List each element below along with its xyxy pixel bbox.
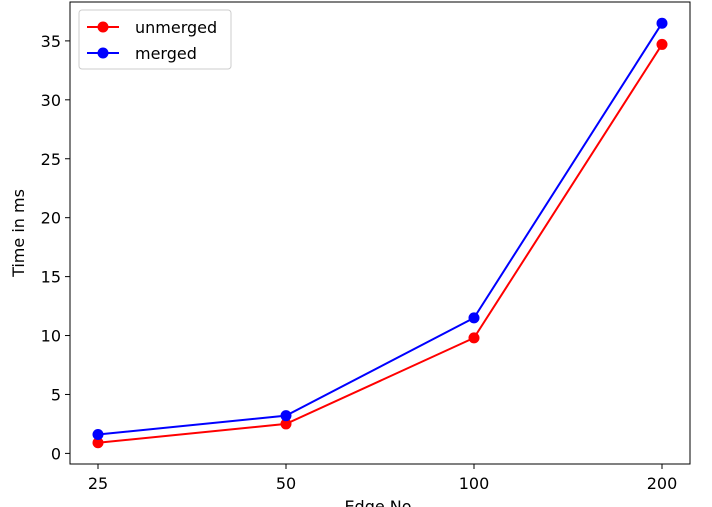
y-axis-label: Time in ms bbox=[9, 189, 28, 278]
x-tick-label: 200 bbox=[647, 474, 678, 493]
y-tick-label: 30 bbox=[41, 91, 61, 110]
data-point-unmerged bbox=[280, 418, 292, 430]
series-merged bbox=[92, 17, 668, 441]
legend-item-unmerged: unmerged bbox=[87, 18, 217, 37]
series-layer bbox=[92, 17, 668, 449]
y-tick-label: 10 bbox=[41, 327, 61, 346]
series-line-merged bbox=[97, 22, 663, 436]
data-point-merged bbox=[656, 17, 668, 29]
series-line-unmerged bbox=[97, 43, 663, 444]
x-tick-label: 25 bbox=[88, 474, 108, 493]
y-tick-label: 5 bbox=[51, 385, 61, 404]
legend-label: unmerged bbox=[135, 18, 217, 37]
y-tick-label: 25 bbox=[41, 150, 61, 169]
data-point-unmerged bbox=[92, 437, 104, 449]
legend-swatch-marker bbox=[97, 21, 109, 33]
x-axis-label: Edge No bbox=[344, 497, 411, 507]
legend: unmerged merged bbox=[78, 9, 232, 70]
x-tick-label: 100 bbox=[459, 474, 490, 493]
legend-swatch-marker bbox=[97, 47, 109, 59]
legend-label: merged bbox=[135, 44, 197, 63]
data-point-merged bbox=[468, 312, 480, 324]
y-tick-label: 15 bbox=[41, 268, 61, 287]
data-point-merged bbox=[92, 429, 104, 441]
data-point-merged bbox=[280, 410, 292, 422]
data-point-unmerged bbox=[656, 38, 668, 50]
legend-frame bbox=[78, 9, 232, 70]
y-tick-label: 0 bbox=[51, 444, 61, 463]
x-axis: 25 50 100 200 bbox=[88, 464, 677, 493]
y-tick-label: 35 bbox=[41, 32, 61, 51]
y-axis: 0 5 10 15 20 25 30 35 bbox=[41, 32, 70, 463]
y-tick-label: 20 bbox=[41, 209, 61, 228]
legend-item-merged: merged bbox=[87, 44, 197, 63]
series-unmerged bbox=[92, 38, 668, 449]
plot-frame bbox=[69, 1, 691, 465]
x-tick-label: 50 bbox=[276, 474, 296, 493]
data-point-unmerged bbox=[468, 332, 480, 344]
